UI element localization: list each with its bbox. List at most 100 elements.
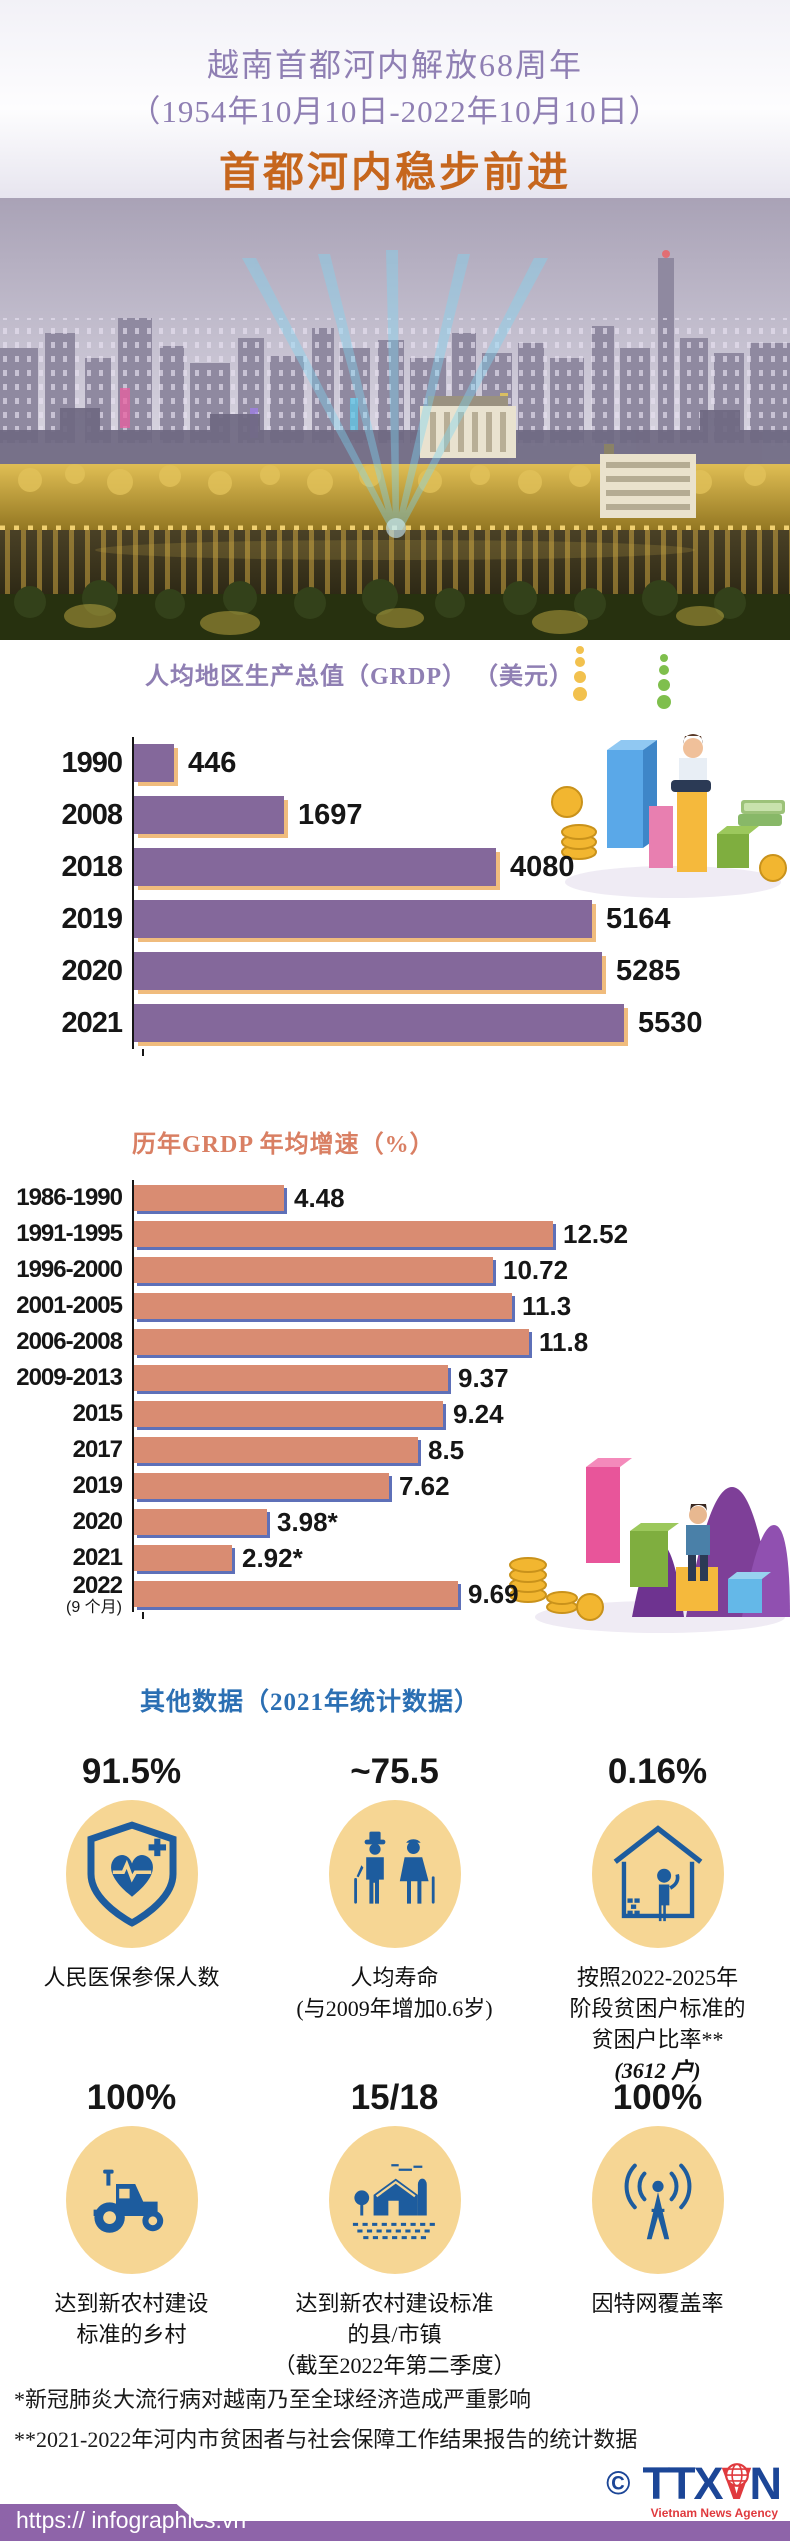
stat-icon-circle: [65, 1800, 198, 1948]
bar-category-label: 2021: [12, 1540, 132, 1576]
data-bar: [134, 1437, 418, 1463]
data-bar: [134, 796, 284, 834]
poor-household-icon: [610, 1818, 706, 1930]
bar-category-label: 2018: [12, 841, 132, 893]
bar-category-text: 1990: [61, 746, 123, 779]
stat-label-line: 的县/市镇: [347, 2322, 442, 2347]
grdp-illustration: [551, 734, 787, 898]
bar-category-text: 2001-2005: [16, 1292, 123, 1319]
stat-label: 因特网覆盖率: [591, 2288, 723, 2319]
bar-category-label: 2020: [12, 1504, 132, 1540]
data-bar: [134, 900, 592, 938]
axis-line-tail: [142, 1612, 628, 1619]
bar-track: 4.48: [132, 1180, 628, 1216]
bar-track: 9.37: [132, 1360, 628, 1396]
bar-value-label: 4080: [510, 850, 575, 883]
stat-value: 100%: [612, 2078, 703, 2117]
bar-category-text: 2022: [72, 1572, 123, 1599]
bar-category-text: 2019: [72, 1472, 123, 1499]
bar-category-label: 1991-1995: [12, 1216, 132, 1252]
bar-track: 2.92*: [132, 1540, 628, 1576]
stat-card: 100% 因特网覆盖率: [526, 2078, 789, 2381]
health-insurance-icon: [84, 1818, 180, 1930]
stat-label-line: 达到新农村建设: [54, 2291, 209, 2316]
stat-label-line: 达到新农村建设标准: [295, 2291, 494, 2316]
bar-row-2019: 2019 7.62: [12, 1468, 628, 1504]
stat-card: ~75.5 人均寿命 (与2009年增加0.6岁): [263, 1752, 526, 2086]
bar-track: 5530: [132, 997, 703, 1049]
stat-value: 100%: [86, 2078, 177, 2117]
stat-card: 91.5% 人民医保参保人数: [0, 1752, 263, 2086]
ttxvn-logo: © TTXVN Vietnam News Agency: [606, 2461, 782, 2520]
bar-row-2017: 2017 8.5: [12, 1432, 628, 1468]
page-title-line2: （1954年10月10日-2022年10月10日）: [129, 94, 661, 129]
footer-purple-strip: [0, 2521, 790, 2541]
bar-value-label: 2.92*: [242, 1542, 303, 1573]
bar-category-label: 1986-1990: [12, 1180, 132, 1216]
grdp-chart-title: 人均地区生产总值（GRDP） （美元）: [145, 664, 574, 690]
data-bar: [134, 1185, 284, 1211]
data-bar: [134, 1221, 553, 1247]
data-bar: [134, 848, 496, 886]
bar-category-label: 2021: [12, 997, 132, 1049]
bar-row-2020: 2020 5285: [12, 945, 703, 997]
bar-value-label: 11.3: [522, 1290, 572, 1321]
bar-track: 3.98*: [132, 1504, 628, 1540]
data-bar: [134, 1004, 624, 1042]
bar-track: 10.72: [132, 1252, 628, 1288]
stat-card: 15/18 达到新农村建设标准 的县/市镇 （截至2022年第二季度）: [263, 2078, 526, 2381]
bar-value-label: 8.5: [428, 1434, 465, 1465]
stat-icon-circle: [328, 2126, 461, 2274]
stat-card: 100% 达到新农村建设 标准的乡村: [0, 2078, 263, 2381]
axis-line-tail: [142, 1049, 703, 1056]
stat-label-line: 阶段贫困户标准的: [569, 1996, 746, 2021]
bar-track: 11.3: [132, 1288, 628, 1324]
data-bar: [134, 1581, 458, 1607]
bar-category-note: (9 个月): [65, 1599, 122, 1616]
infographics-url[interactable]: https:// infographics.vn: [16, 2507, 247, 2533]
bar-track: 4080: [132, 841, 703, 893]
bar-category-label: 2017: [12, 1432, 132, 1468]
bar-track: 8.5: [132, 1432, 628, 1468]
bar-track: 1697: [132, 789, 703, 841]
bar-row-1996-2000: 1996-2000 10.72: [12, 1252, 628, 1288]
page-subtitle: 首都河内稳步前进: [219, 149, 571, 195]
data-bar: [134, 744, 174, 782]
data-bar: [134, 1401, 443, 1427]
stat-icon-circle: [591, 2126, 724, 2274]
bar-category-text: 2017: [72, 1436, 123, 1463]
bar-row-2009-2013: 2009-2013 9.37: [12, 1360, 628, 1396]
bar-category-text: 2020: [61, 954, 123, 987]
bar-category-label: 2009-2013: [12, 1360, 132, 1396]
hanoi-night-photo: [0, 198, 790, 640]
stat-value: 15/18: [350, 2078, 439, 2117]
tractor-icon: [84, 2144, 180, 2256]
bar-category-label: 2019: [12, 1468, 132, 1504]
stat-label-line: 因特网覆盖率: [591, 2291, 724, 2316]
bar-row-2001-2005: 2001-2005 11.3: [12, 1288, 628, 1324]
bar-value-label: 10.72: [503, 1254, 569, 1285]
agency-name: Vietnam News Agency: [650, 2506, 778, 2520]
bar-row-2019: 2019 5164: [12, 893, 703, 945]
bar-track: 11.8: [132, 1324, 628, 1360]
stat-label: 达到新农村建设 标准的乡村: [54, 2288, 208, 2350]
bar-row-2022: 2022 (9 个月) 9.69: [12, 1572, 628, 1616]
bar-category-text: 2021: [61, 1006, 123, 1039]
bar-category-label: 2019: [12, 893, 132, 945]
sprout-deco-icon: [573, 646, 671, 709]
globe-icon: [725, 2463, 749, 2487]
bar-row-2006-2008: 2006-2008 11.8: [12, 1324, 628, 1360]
bar-row-2008: 2008 1697: [12, 789, 703, 841]
bar-category-label: 2001-2005: [12, 1288, 132, 1324]
stat-label: 按照2022-2025年 阶段贫困户标准的 贫困户比率** (3612 户): [569, 1962, 745, 2086]
farm-village-icon: [347, 2144, 443, 2256]
stat-label: 达到新农村建设标准 的县/市镇 （截至2022年第二季度）: [273, 2288, 515, 2381]
bar-track: 9.24: [132, 1396, 628, 1432]
stat-label-line: 标准的乡村: [76, 2322, 187, 2347]
footnote-line: **2021-2022年河内市贫困者与社会保障工作结果报告的统计数据: [14, 2427, 638, 2452]
bar-category-text: 2021: [72, 1544, 123, 1571]
bar-track: 12.52: [132, 1216, 628, 1252]
bar-value-label: 5164: [606, 902, 671, 935]
bar-category-label: 1990: [12, 737, 132, 789]
